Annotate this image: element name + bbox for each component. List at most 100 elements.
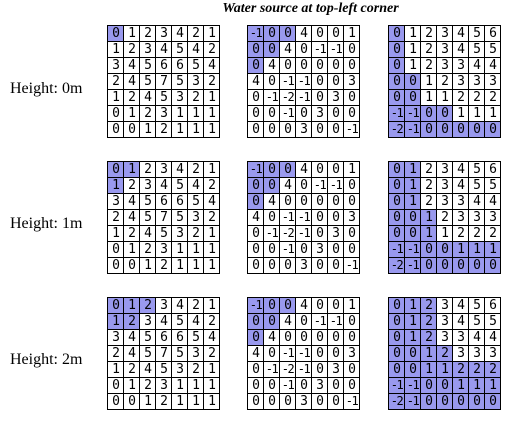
grid-cell: 0 [108,106,124,122]
grid-cell: 3 [437,178,453,194]
grid-cell: 3 [453,74,469,90]
grid-cell: 2 [140,298,156,314]
grid-cell: 1 [108,226,124,242]
grid-cell: 4 [204,58,220,74]
grid-cell: 0 [389,42,405,58]
grid-cell: 0 [328,194,344,210]
grid-cell: 3 [328,226,344,242]
grid-cell: 5 [172,314,188,330]
grid-r1-difference: -1 0 0 4 0 0 1 0 0 4 0 -1 -1 0 0 4 0 0 0 0 0 4 0 -1 -1 0 0 3 0 -1 -2 -1… [247,161,360,274]
grid-cell: 0 [389,162,405,178]
grid-cell: 0 [328,394,344,410]
grid-cell: -1 [296,74,312,90]
grid-cell: 1 [469,378,485,394]
grid-cell: 1 [405,178,421,194]
grid-cell: 0 [248,122,264,138]
grid-cell: 0 [264,210,280,226]
grid-cell: 0 [312,362,328,378]
grid-cell: 4 [485,194,501,210]
grid-cell: 1 [469,242,485,258]
grid-cell: 5 [188,194,204,210]
grid-cell: 0 [264,106,280,122]
grid-cell: 0 [296,106,312,122]
grid-cell: 1 [421,90,437,106]
grid-cell: 0 [328,330,344,346]
grid-cell: -1 [312,42,328,58]
grid-cell: -1 [328,178,344,194]
grid-cell: 0 [248,242,264,258]
grid-cell: 0 [312,74,328,90]
grid-cell: 0 [108,162,124,178]
grid-cell: -1 [312,314,328,330]
grid-cell: 3 [156,26,172,42]
grid-cell: 2 [188,362,204,378]
grid-cell: 1 [469,106,485,122]
grid-cell: -1 [405,378,421,394]
grid-cell: 6 [156,330,172,346]
grid-cell: 1 [344,162,360,178]
grid-cell: 1 [453,242,469,258]
grid-cell: 0 [405,74,421,90]
grid-cell: 4 [248,346,264,362]
grid-cell: 4 [204,194,220,210]
grid-cell: 0 [328,26,344,42]
grid-cell: 0 [389,314,405,330]
grid-cell: 3 [437,194,453,210]
grid-cell: 5 [140,346,156,362]
grid-cell: 4 [469,58,485,74]
grid-cell: 4 [485,330,501,346]
grid-cell: 2 [469,90,485,106]
diagram-title: Water source at top-left corner [222,1,399,16]
grid-cell: 1 [108,178,124,194]
grid-cell: 5 [469,178,485,194]
grid-cell: 0 [108,298,124,314]
grid-cell: -1 [296,362,312,378]
grid-cell: 3 [312,106,328,122]
grid-cell: -2 [389,258,405,274]
grid-cell: 0 [280,122,296,138]
grid-cell: 2 [108,346,124,362]
grid-cell: 5 [140,74,156,90]
grid-cell: 1 [405,58,421,74]
grid-cell: 0 [248,58,264,74]
grid-cell: 1 [108,362,124,378]
grid-cell: 3 [453,194,469,210]
grid-cell: 1 [108,90,124,106]
grid-cell: 0 [485,122,501,138]
grid-cell: 0 [389,26,405,42]
grid-cell: 0 [485,394,501,410]
grid-cell: 1 [344,26,360,42]
grid-cell: 1 [204,106,220,122]
grid-cell: 0 [405,346,421,362]
grid-cell: -2 [389,394,405,410]
grid-cell: 0 [296,314,312,330]
grid-cell: 0 [328,346,344,362]
grid-cell: 4 [296,298,312,314]
grid-cell: -1 [280,378,296,394]
grid-cell: 1 [485,106,501,122]
grid-cell: 4 [264,58,280,74]
grid-cell: 0 [296,378,312,394]
grid-cell: 1 [108,42,124,58]
grid-cell: 3 [172,226,188,242]
grid-cell: 0 [328,210,344,226]
grid-cell: 0 [421,242,437,258]
grid-cell: 0 [264,26,280,42]
grid-cell: 1 [188,378,204,394]
grid-cell: -1 [328,314,344,330]
grid-cell: 1 [204,378,220,394]
grid-cell: 1 [204,258,220,274]
grid-cell: 0 [280,330,296,346]
grid-cell: 0 [264,378,280,394]
grid-cell: 4 [124,210,140,226]
grid-cell: 0 [421,394,437,410]
grid-cell: 2 [124,314,140,330]
grid-cell: -1 [264,362,280,378]
grid-cell: 0 [312,298,328,314]
grid-cell: 0 [328,122,344,138]
grid-r0-result: 0 1 2 3 4 5 6 0 1 2 3 4 5 5 0 1 2 3 3 4 4 0 0 1 2 3 3 3 0 0 1 1 2 2 2 -1 -1 0… [388,25,501,138]
grid-cell: 0 [280,298,296,314]
grid-cell: 2 [421,26,437,42]
grid-cell: 4 [156,178,172,194]
